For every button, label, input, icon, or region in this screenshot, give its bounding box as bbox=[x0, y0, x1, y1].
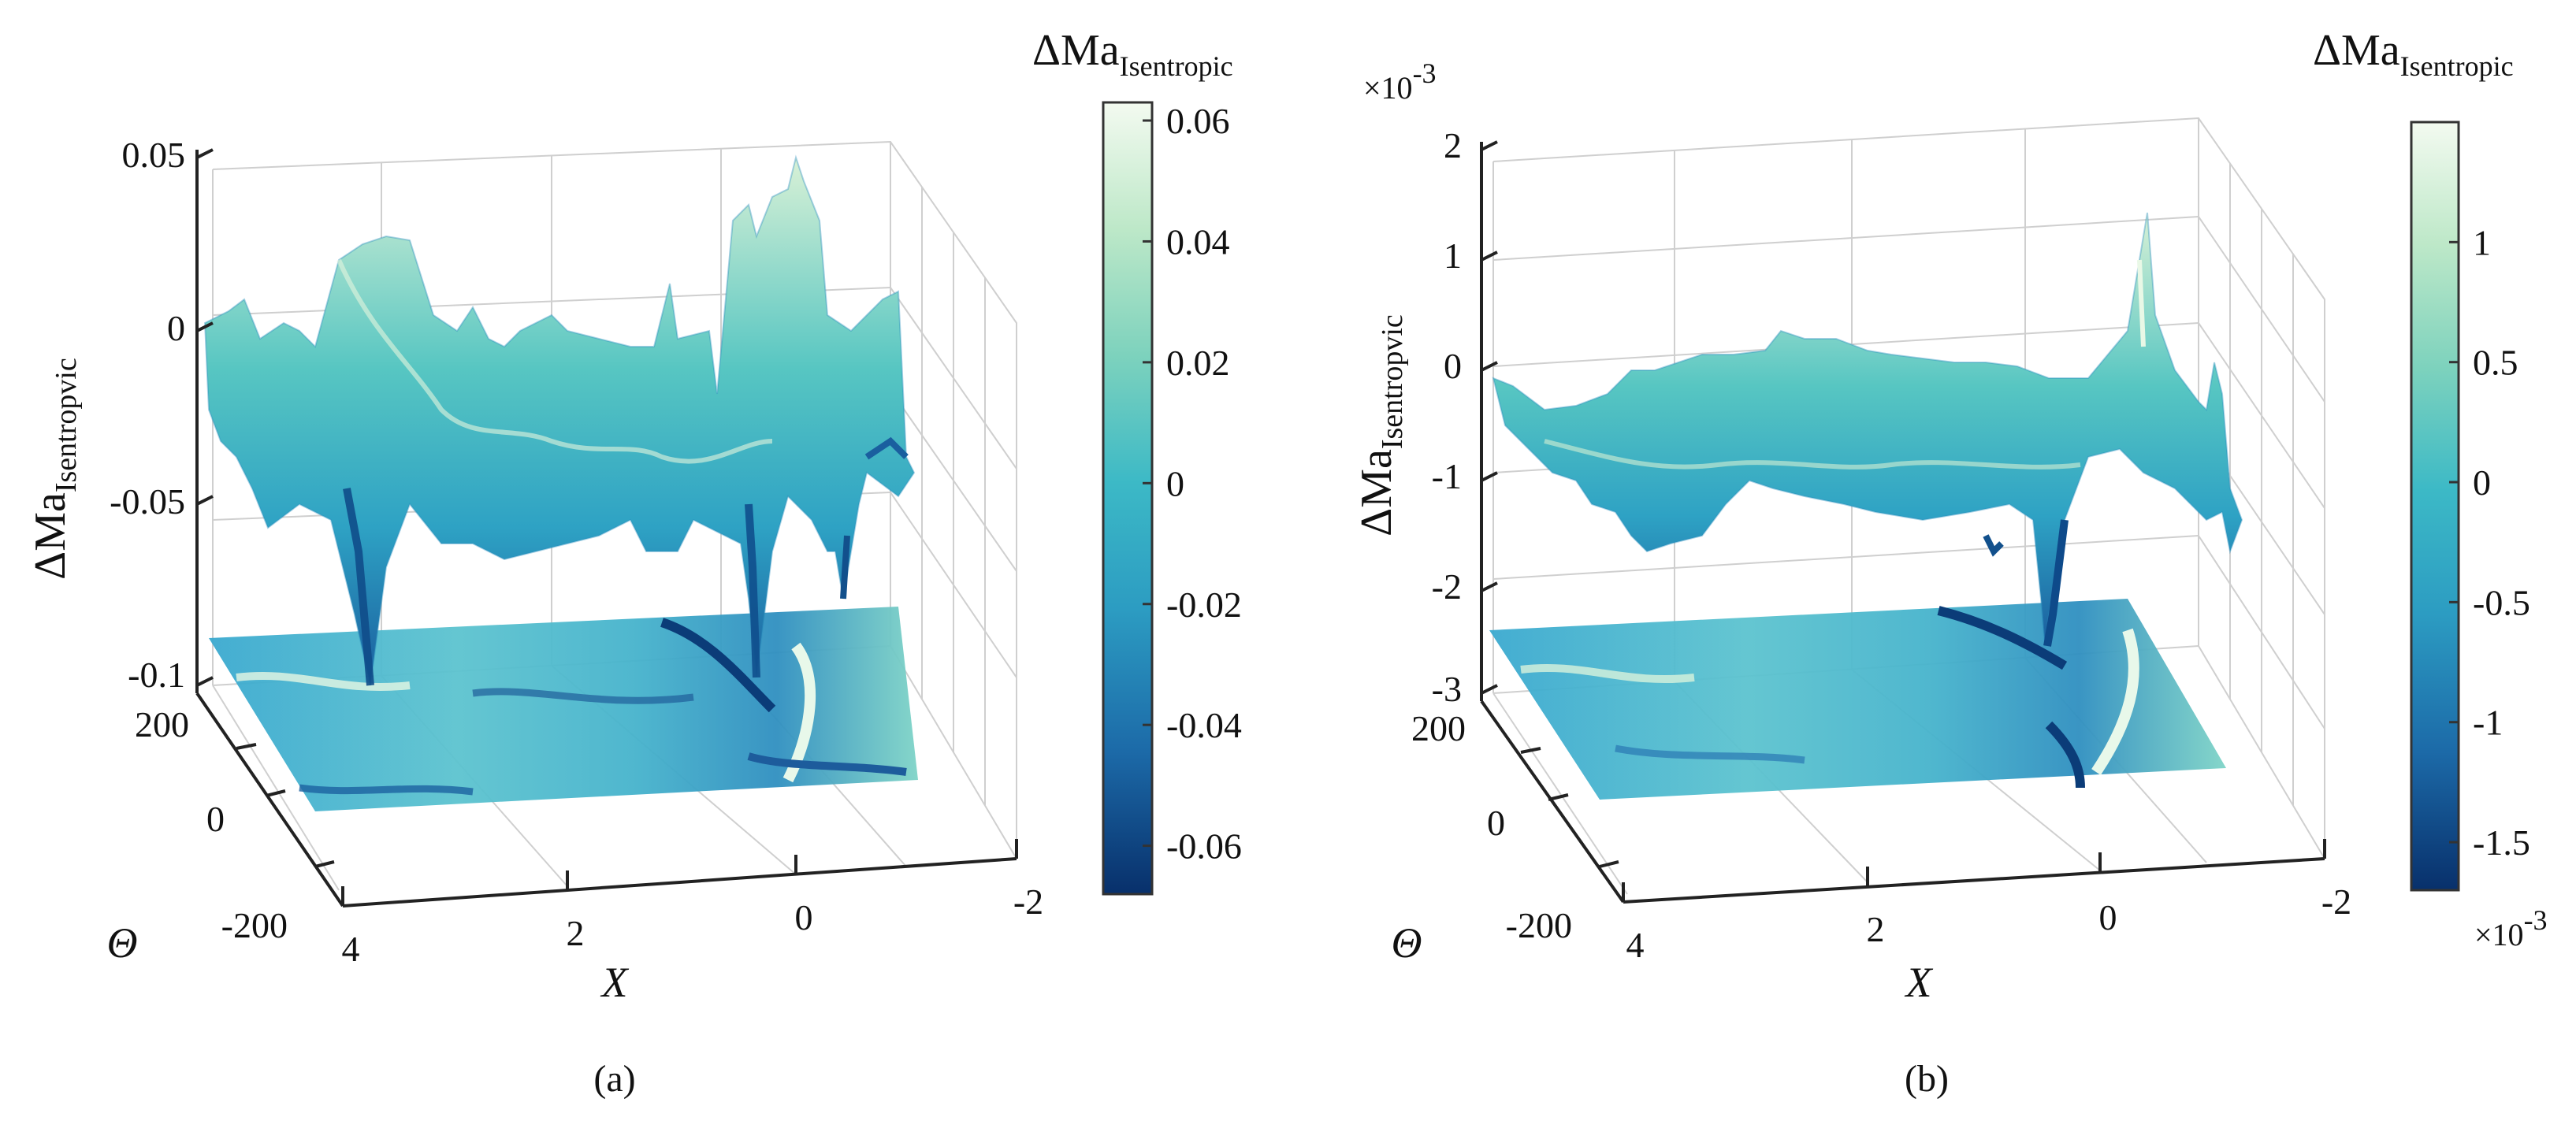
colorbar-tick-label: -0.06 bbox=[1166, 826, 1242, 867]
panel-a-x-label: X bbox=[600, 959, 630, 1006]
colorbar-exponent: ×10-3 bbox=[2474, 904, 2548, 952]
panel-a-y-label: Θ bbox=[107, 919, 138, 967]
colorbar-tick-label: 0.04 bbox=[1166, 221, 1230, 262]
x-tick: 4 bbox=[1626, 925, 1645, 965]
figure: 0.05 0 -0.05 -0.1 200 0 -200 4 2 0 -2 X … bbox=[0, 0, 2576, 1121]
colorbar-tick-label: 0 bbox=[2473, 462, 2491, 503]
colorbar-tick-label: -1.5 bbox=[2473, 822, 2530, 863]
panel-a-x-ticks: 4 2 0 -2 bbox=[342, 882, 1044, 969]
panel-b-z-label: ΔMaIsentropvic bbox=[1352, 314, 1409, 536]
colorbar-tick-label: -0.02 bbox=[1166, 585, 1242, 625]
z-tick: -2 bbox=[1432, 566, 1462, 607]
panel-b-y-ticks: 200 0 -200 bbox=[1411, 708, 1572, 945]
panel-a-caption: (a) bbox=[593, 1058, 635, 1100]
panel-b-y-label: Θ bbox=[1392, 919, 1422, 967]
y-tick: -200 bbox=[221, 905, 288, 945]
colorbar-tick-label: 1 bbox=[2473, 222, 2491, 262]
colorbar-tick-label: 0.06 bbox=[1166, 101, 1230, 141]
panel-a-colorbar: ΔMaIsentropic 0.06 0.04 0.02 0 -0.02 -0.04 -0.… bbox=[1032, 26, 1242, 894]
panel-a-y-ticks: 200 0 -200 bbox=[135, 704, 288, 945]
panel-b-floor bbox=[1489, 599, 2226, 800]
z-tick: 2 bbox=[1444, 125, 1462, 165]
panel-b-colorbar: ΔMaIsentropic 1 0.5 0 -0.5 -1 -1.5 ×10-3 bbox=[2313, 26, 2548, 952]
colorbar-gradient bbox=[2411, 122, 2459, 890]
panel-b-z-ticks: 2 1 0 -1 -2 -3 bbox=[1432, 125, 1462, 709]
colorbar-tick-label: -1 bbox=[2473, 703, 2503, 743]
colorbar-tick-label: 0.5 bbox=[2473, 343, 2518, 383]
panel-b-x-label: X bbox=[1905, 959, 1934, 1006]
y-tick: 200 bbox=[1411, 708, 1466, 748]
panel-a-surface bbox=[205, 158, 914, 685]
z-tick: -0.1 bbox=[128, 655, 185, 695]
x-tick: 2 bbox=[1867, 909, 1885, 949]
y-tick: 200 bbox=[135, 704, 189, 744]
z-tick: 0 bbox=[1444, 346, 1462, 386]
panel-b-z-exponent: ×10-3 bbox=[1363, 58, 1437, 106]
x-tick: 0 bbox=[2099, 897, 2117, 937]
colorbar-title: ΔMaIsentropic bbox=[2313, 26, 2514, 82]
x-tick: -2 bbox=[2321, 882, 2351, 922]
colorbar-tick-label: -0.5 bbox=[2473, 582, 2530, 622]
x-tick: 2 bbox=[567, 913, 585, 953]
panel-a: 0.05 0 -0.05 -0.1 200 0 -200 4 2 0 -2 X … bbox=[26, 26, 1242, 1100]
colorbar-tick-label: -0.04 bbox=[1166, 705, 1242, 745]
x-tick: 4 bbox=[342, 929, 360, 969]
panel-a-z-label: ΔMaIsentropvic bbox=[26, 358, 83, 580]
z-tick: -3 bbox=[1432, 669, 1462, 709]
panel-a-z-ticks: 0.05 0 -0.05 -0.1 bbox=[110, 135, 185, 695]
z-tick: 0 bbox=[167, 308, 185, 348]
colorbar-tick-label: 0 bbox=[1166, 463, 1184, 503]
panel-b: 2 1 0 -1 -2 -3 ×10-3 200 0 -200 4 2 0 -2… bbox=[1352, 26, 2548, 1100]
colorbar-gradient bbox=[1103, 102, 1152, 894]
colorbar-title: ΔMaIsentropic bbox=[1032, 26, 1233, 82]
z-tick: 0.05 bbox=[122, 135, 186, 175]
colorbar-tick-label: 0.02 bbox=[1166, 343, 1230, 383]
x-tick: -2 bbox=[1013, 882, 1043, 922]
y-tick: -200 bbox=[1506, 905, 1572, 945]
panel-b-caption: (b) bbox=[1905, 1058, 1949, 1100]
z-tick: -1 bbox=[1432, 456, 1462, 496]
y-tick: 0 bbox=[206, 799, 225, 839]
z-tick: -0.05 bbox=[110, 481, 185, 522]
y-tick: 0 bbox=[1487, 803, 1505, 843]
x-tick: 0 bbox=[795, 897, 813, 937]
z-tick: 1 bbox=[1444, 236, 1462, 276]
panel-b-surface bbox=[1493, 213, 2242, 646]
